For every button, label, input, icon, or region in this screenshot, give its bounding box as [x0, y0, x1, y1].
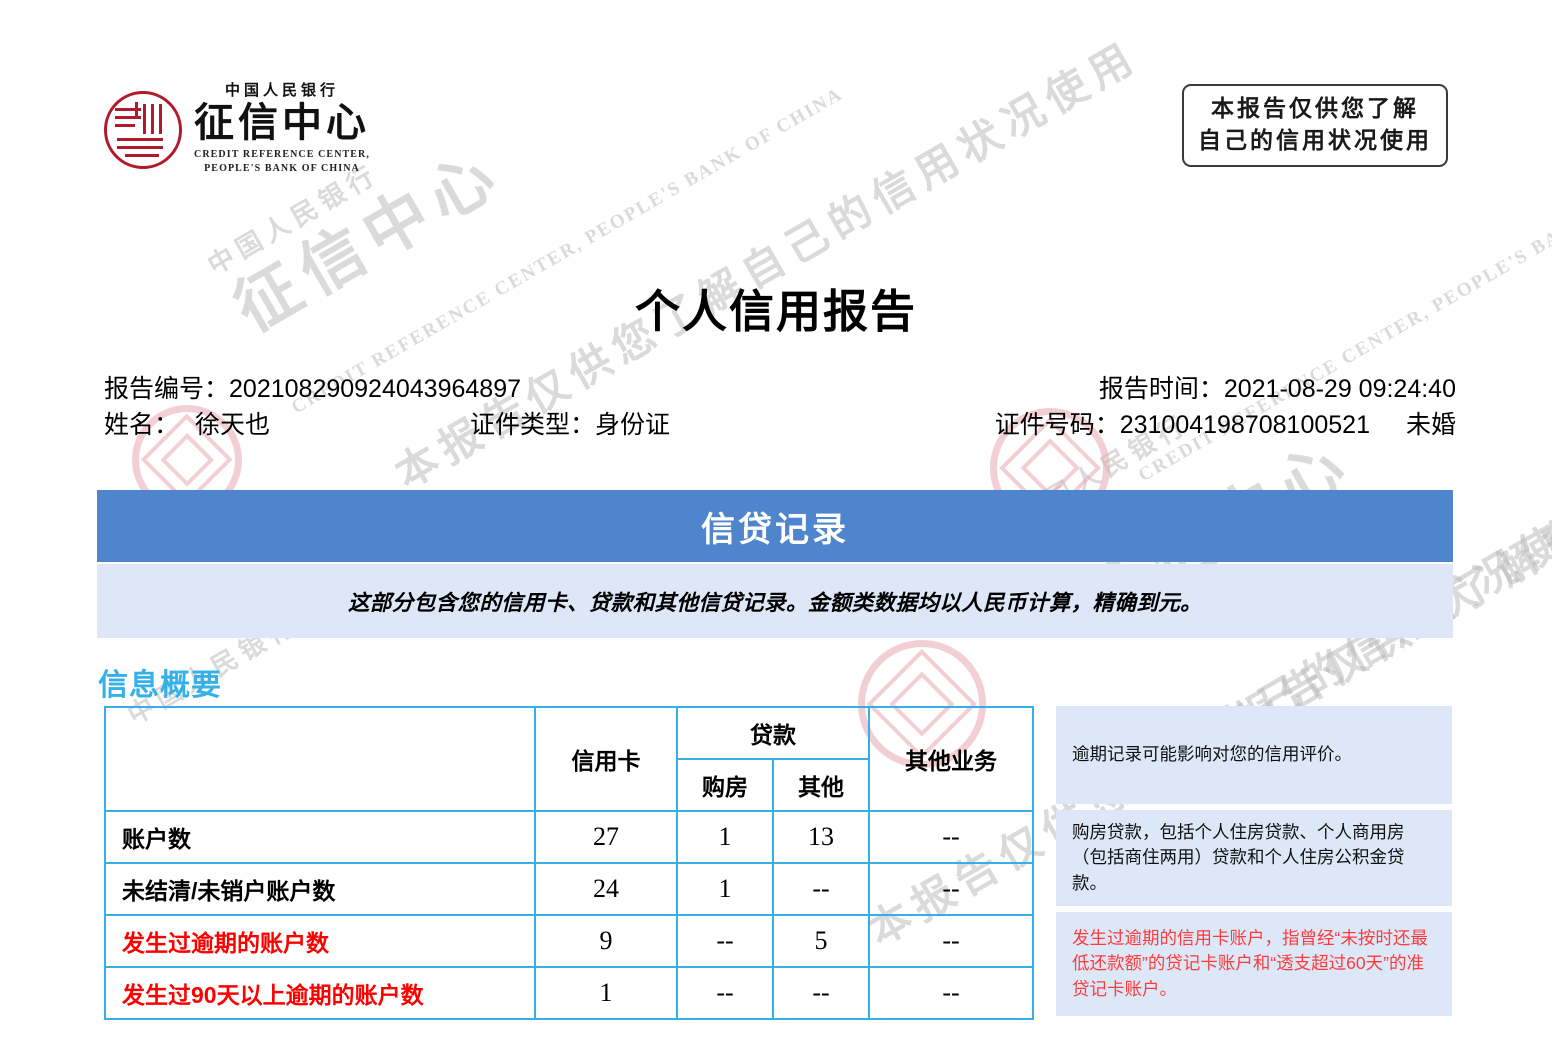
- identity-left-group: 姓名： 徐天也 证件类型：身份证: [104, 408, 944, 444]
- cell-overdue-accounts-other-business: --: [868, 914, 1034, 968]
- usage-notice-box: 本报告仅供您了解 自己的信用状况使用: [1182, 84, 1448, 168]
- note-overdue-impact: 逾期记录可能影响对您的信用评价。: [1056, 706, 1452, 804]
- report-number-label: 报告编号：: [104, 375, 230, 403]
- cell-overdue-90-other-loan: --: [772, 966, 870, 1020]
- cell-overdue-accounts-housing: --: [676, 914, 774, 968]
- cell-account-count-other-business: --: [868, 810, 1034, 864]
- report-time-label: 报告时间：: [1098, 375, 1224, 403]
- row-label-overdue-accounts: 发生过逾期的账户数: [104, 914, 536, 968]
- cell-overdue-90-other-business: --: [868, 966, 1034, 1020]
- logo-main-text: 征信中心: [194, 100, 370, 145]
- cell-open-accounts-other-loan: --: [772, 862, 870, 916]
- id-type-value: 身份证: [595, 410, 671, 439]
- logo-top-line: 中国人民银行: [224, 83, 339, 99]
- table-row: 未结清/未销户账户数 24 1 -- --: [104, 862, 1034, 916]
- cell-overdue-90-credit-card: 1: [534, 966, 678, 1020]
- name-label: 姓名：: [104, 410, 180, 439]
- cell-open-accounts-credit-card: 24: [534, 862, 678, 916]
- side-notes-panel: 逾期记录可能影响对您的信用评价。 购房贷款，包括个人住房贷款、个人商用房（包括商…: [1056, 706, 1452, 1016]
- note-overdue-card-definition: 发生过逾期的信用卡账户，指曾经“未按时还最低还款额”的贷记卡账户和“透支超过60…: [1056, 912, 1452, 1016]
- cell-account-count-other-loan: 13: [772, 810, 870, 864]
- section-banner-subtitle: 这部分包含您的信用卡、贷款和其他信贷记录。金额类数据均以人民币计算，精确到元。: [347, 590, 1203, 615]
- cell-open-accounts-housing: 1: [676, 862, 774, 916]
- cell-open-accounts-other-business: --: [868, 862, 1034, 916]
- logo-english-line-1: CREDIT REFERENCE CENTER,: [194, 149, 370, 160]
- report-number-value: 202108290924043964897: [229, 375, 521, 403]
- meta-row-identity: 姓名： 徐天也 证件类型：身份证 证件号码：231004198708100521 未婚: [104, 408, 1456, 444]
- row-label-overdue-90-accounts: 发生过90天以上逾期的账户数: [104, 966, 536, 1020]
- logo-english-line-2: PEOPLE'S BANK OF CHINA: [204, 162, 360, 174]
- identity-right-group: 证件号码：231004198708100521 未婚: [944, 408, 1456, 444]
- report-time-value: 2021-08-29 09:24:40: [1223, 375, 1456, 403]
- note-overdue-impact-text: 逾期记录可能影响对您的信用评价。: [1072, 744, 1352, 765]
- table-row: 发生过90天以上逾期的账户数 1 -- -- --: [104, 966, 1034, 1020]
- report-time-field: 报告时间：2021-08-29 09:24:40: [944, 372, 1456, 408]
- section-banner-title: 信贷记录: [701, 510, 849, 549]
- id-number-value: 231004198708100521: [1119, 410, 1370, 439]
- header-loan-other: 其他: [772, 758, 870, 812]
- header-other-business: 其他业务: [868, 706, 1034, 812]
- name-value: 徐天也: [195, 410, 271, 439]
- header-blank-cell: [104, 706, 536, 812]
- id-number-label: 证件号码：: [994, 410, 1120, 439]
- header-credit-card: 信用卡: [534, 706, 678, 812]
- header-loan-housing: 购房: [676, 758, 774, 812]
- table-row: 发生过逾期的账户数 9 -- 5 --: [104, 914, 1034, 968]
- note-housing-loan-definition: 购房贷款，包括个人住房贷款、个人商用房（包括商住两用）贷款和个人住房公积金贷款。: [1056, 810, 1452, 906]
- cell-overdue-accounts-credit-card: 9: [534, 914, 678, 968]
- credit-summary-table: 信用卡 贷款 其他业务 购房 其他 账户数 27 1 13 -- 未结清/未销户…: [104, 706, 1034, 1020]
- report-meta-block: 报告编号：202108290924043964897 报告时间：2021-08-…: [104, 372, 1456, 443]
- cell-account-count-housing: 1: [676, 810, 774, 864]
- id-type-label: 证件类型：: [470, 410, 596, 439]
- summary-section-heading: 信息概要: [98, 669, 222, 702]
- table-header-row-2: 购房 其他: [105, 758, 1033, 812]
- page-title: 个人信用报告: [634, 286, 917, 337]
- table-row: 账户数 27 1 13 --: [104, 810, 1034, 864]
- report-number-field: 报告编号：202108290924043964897: [104, 372, 944, 408]
- cell-overdue-90-housing: --: [676, 966, 774, 1020]
- cell-account-count-credit-card: 27: [534, 810, 678, 864]
- usage-notice-line-1: 本报告仅供您了解: [1211, 96, 1419, 121]
- row-label-account-count: 账户数: [104, 810, 536, 864]
- marital-status-value: 未婚: [1405, 410, 1456, 439]
- credit-center-seal-icon: [104, 90, 182, 169]
- row-label-open-accounts: 未结清/未销户账户数: [104, 862, 536, 916]
- header-loan: 贷款: [676, 706, 870, 760]
- pboc-credit-center-logo: 中国人民银行 征信中心 CREDIT REFERENCE CENTER, PEO…: [104, 84, 370, 175]
- meta-row-report-number: 报告编号：202108290924043964897 报告时间：2021-08-…: [104, 372, 1456, 408]
- section-banner-subtitle-bar: 这部分包含您的信用卡、贷款和其他信贷记录。金额类数据均以人民币计算，精确到元。: [97, 564, 1453, 638]
- cell-overdue-accounts-other-loan: 5: [772, 914, 870, 968]
- table-header-row-1: 信用卡 贷款 其他业务: [104, 706, 1034, 812]
- note-housing-loan-definition-text: 购房贷款，包括个人住房贷款、个人商用房（包括商住两用）贷款和个人住房公积金贷款。: [1072, 821, 1405, 893]
- note-overdue-card-definition-text: 发生过逾期的信用卡账户，指曾经“未按时还最低还款额”的贷记卡账户和“透支超过60…: [1072, 927, 1428, 999]
- section-banner-credit-record: 信贷记录: [97, 490, 1453, 562]
- usage-notice-line-2: 自己的信用状况使用: [1198, 127, 1432, 153]
